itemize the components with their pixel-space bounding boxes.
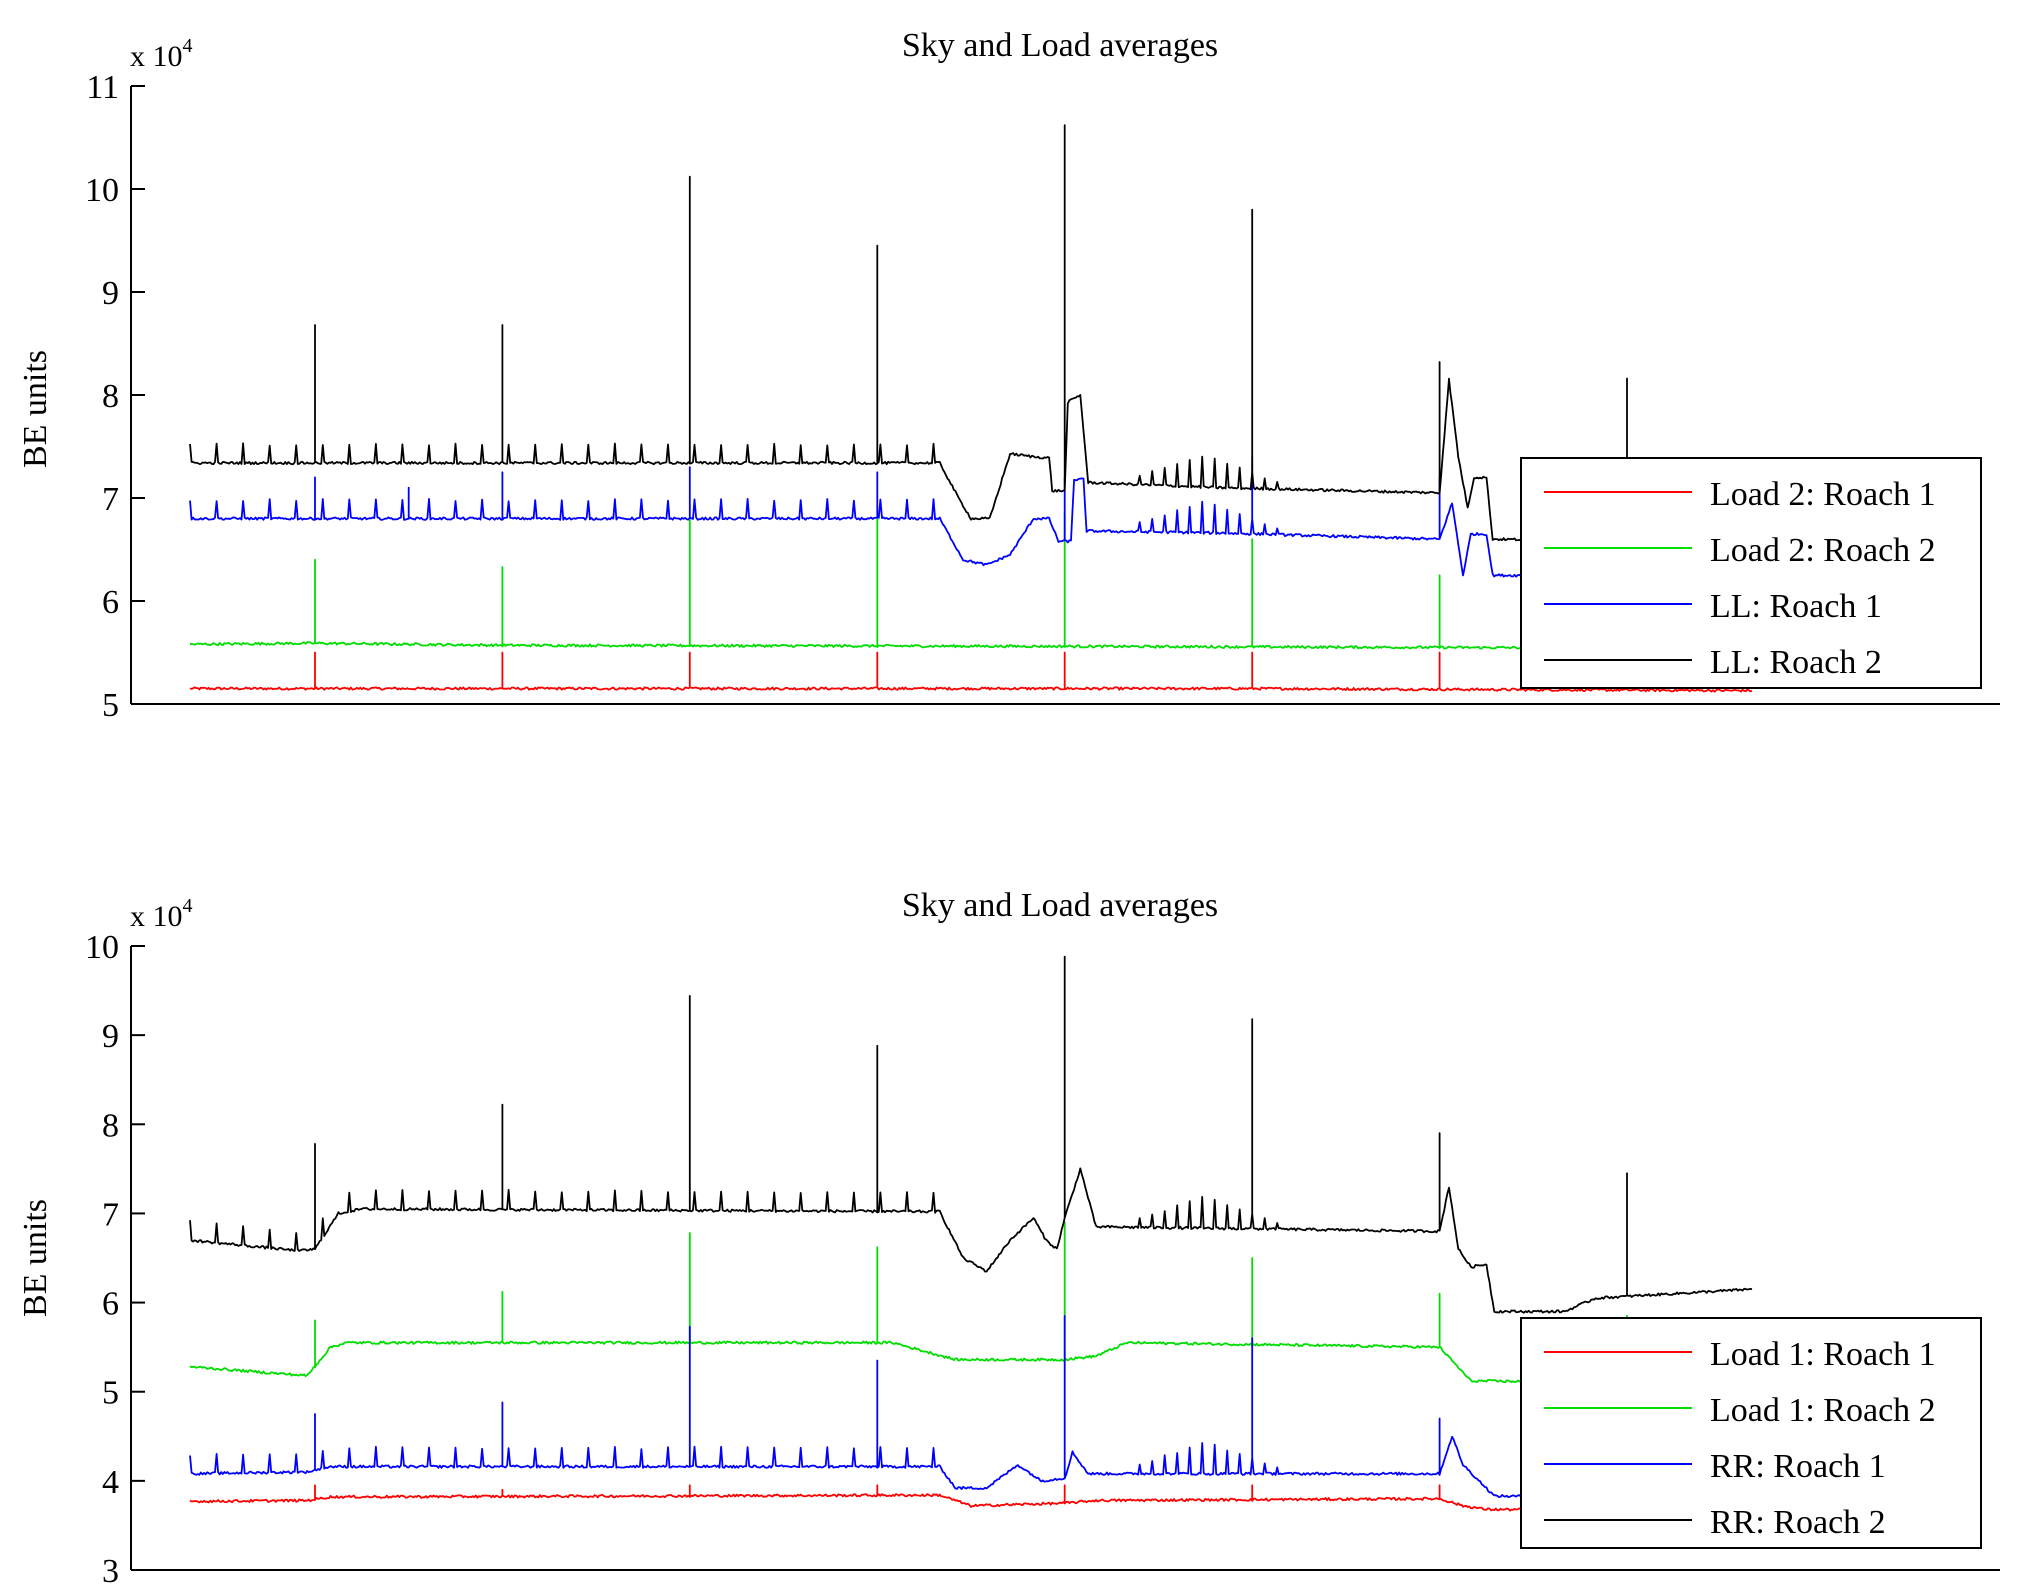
series-line bbox=[189, 955, 1753, 1314]
legend-label: Load 2: Roach 1 bbox=[1710, 476, 1936, 513]
plot-area bbox=[189, 124, 1753, 693]
chart-title: Sky and Load averages bbox=[902, 27, 1218, 64]
legend-box bbox=[1520, 457, 1982, 689]
y-tick-label: 5 bbox=[102, 1375, 119, 1412]
y-tick-label: 10 bbox=[85, 172, 119, 209]
legend-label: Load 2: Roach 2 bbox=[1710, 532, 1936, 569]
y-tick-label: 10 bbox=[85, 929, 119, 966]
legend: Load 2: Roach 1 Load 2: Roach 2 LL: Roac… bbox=[1520, 457, 1982, 689]
y-tick-label: 7 bbox=[102, 481, 119, 518]
series-line bbox=[189, 1484, 1753, 1514]
legend-box bbox=[1520, 1317, 1982, 1549]
y-ticks: 3 4 5 6 7 8 9 10 bbox=[85, 929, 145, 1590]
legend: Load 1: Roach 1 Load 1: Roach 2 RR: Roac… bbox=[1520, 1317, 1982, 1549]
y-tick-label: 7 bbox=[102, 1196, 119, 1233]
y-tick-label: 11 bbox=[86, 69, 119, 106]
series-line bbox=[189, 651, 1753, 693]
y-multiplier: x 104 bbox=[130, 895, 193, 933]
series-line bbox=[189, 455, 1753, 580]
series-line bbox=[189, 1221, 1753, 1385]
y-axis-label: BE units bbox=[17, 1199, 54, 1317]
y-axis-label: BE units bbox=[17, 350, 54, 468]
y-tick-label: 9 bbox=[102, 275, 119, 312]
y-tick-label: 8 bbox=[102, 1107, 119, 1144]
series-line bbox=[189, 124, 1753, 544]
y-tick-label: 5 bbox=[102, 687, 119, 724]
chart-title: Sky and Load averages bbox=[902, 887, 1218, 924]
series-line bbox=[189, 1315, 1753, 1501]
y-tick-label: 3 bbox=[102, 1553, 119, 1590]
series-line bbox=[189, 512, 1753, 651]
y-tick-label: 6 bbox=[102, 1286, 119, 1323]
y-ticks: 5 6 7 8 9 10 11 bbox=[85, 69, 145, 724]
legend-label: Load 1: Roach 1 bbox=[1710, 1336, 1936, 1373]
y-tick-label: 9 bbox=[102, 1018, 119, 1055]
chart-bottom: Sky and Load averages x 104 BE units 3 4 5… bbox=[17, 887, 2000, 1590]
legend-label: LL: Roach 2 bbox=[1710, 644, 1882, 681]
legend-label: RR: Roach 1 bbox=[1710, 1448, 1886, 1485]
chart-top: Sky and Load averages x 104 BE units 5 6 7… bbox=[17, 27, 2000, 724]
legend-label: Load 1: Roach 2 bbox=[1710, 1392, 1936, 1429]
plot-area bbox=[189, 955, 1753, 1514]
y-tick-label: 4 bbox=[102, 1464, 119, 1501]
y-tick-label: 8 bbox=[102, 378, 119, 415]
legend-label: RR: Roach 2 bbox=[1710, 1504, 1886, 1541]
y-multiplier: x 104 bbox=[130, 35, 193, 73]
y-tick-label: 6 bbox=[102, 584, 119, 621]
legend-label: LL: Roach 1 bbox=[1710, 588, 1882, 625]
